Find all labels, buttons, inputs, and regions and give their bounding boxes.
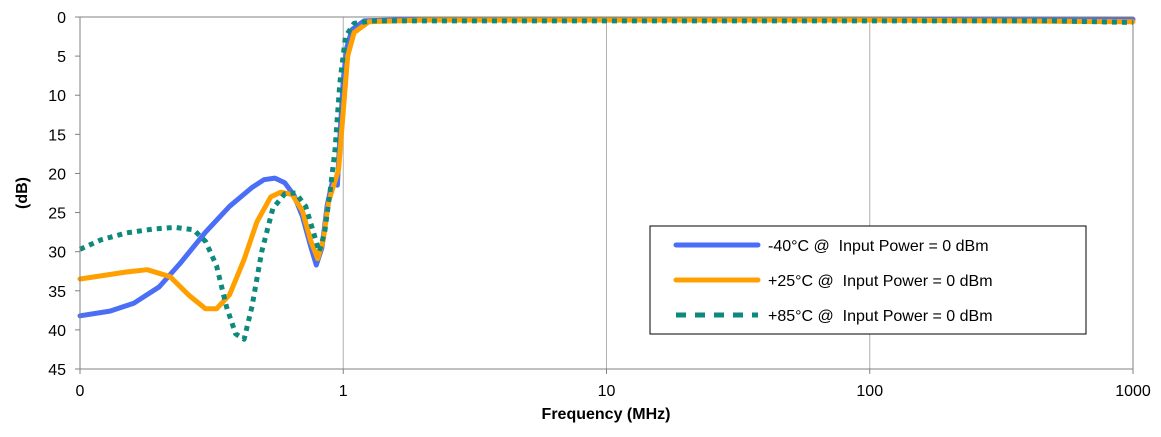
legend-label-3: +85°C @ Input Power = 0 dBm [768,308,993,325]
y-tick-label: 10 [48,88,66,105]
y-tick-label: 30 [48,245,66,262]
legend-label-2: +25°C @ Input Power = 0 dBm [768,273,993,290]
y-tick-label: 40 [48,323,66,340]
legend: -40°C @ Input Power = 0 dBm +25°C @ Input… [649,225,1087,335]
series-line-2 [77,17,1136,312]
y-tick-label: 45 [48,362,66,379]
x-tick-label: 100 [856,383,883,400]
legend-entries: -40°C @ Input Power = 0 dBm +25°C @ Input… [673,238,993,325]
y-tick-label: 0 [57,10,66,27]
y-tick-label: 5 [57,49,66,66]
y-tick-label: 20 [48,166,66,183]
y-axis-label: (dB) [14,177,31,209]
series-lines [77,16,1136,342]
x-tick-label: 1000 [1115,383,1151,400]
x-tick-label: 1 [339,383,348,400]
y-axis-ticks: 0 5 10 15 20 25 30 35 40 45 [48,10,80,379]
x-axis-ticks: 0 1 10 100 1000 [76,369,1151,400]
y-tick-label: 25 [48,206,66,223]
x-tick-label: 0 [76,383,85,400]
series-line-1 [77,16,1136,319]
x-axis-label: Frequency (MHz) [542,406,671,423]
legend-label-1: -40°C @ Input Power = 0 dBm [768,238,989,255]
y-tick-label: 35 [48,284,66,301]
series-line-3 [78,18,1134,342]
x-tick-label: 10 [598,383,616,400]
y-tick-label: 15 [48,127,66,144]
